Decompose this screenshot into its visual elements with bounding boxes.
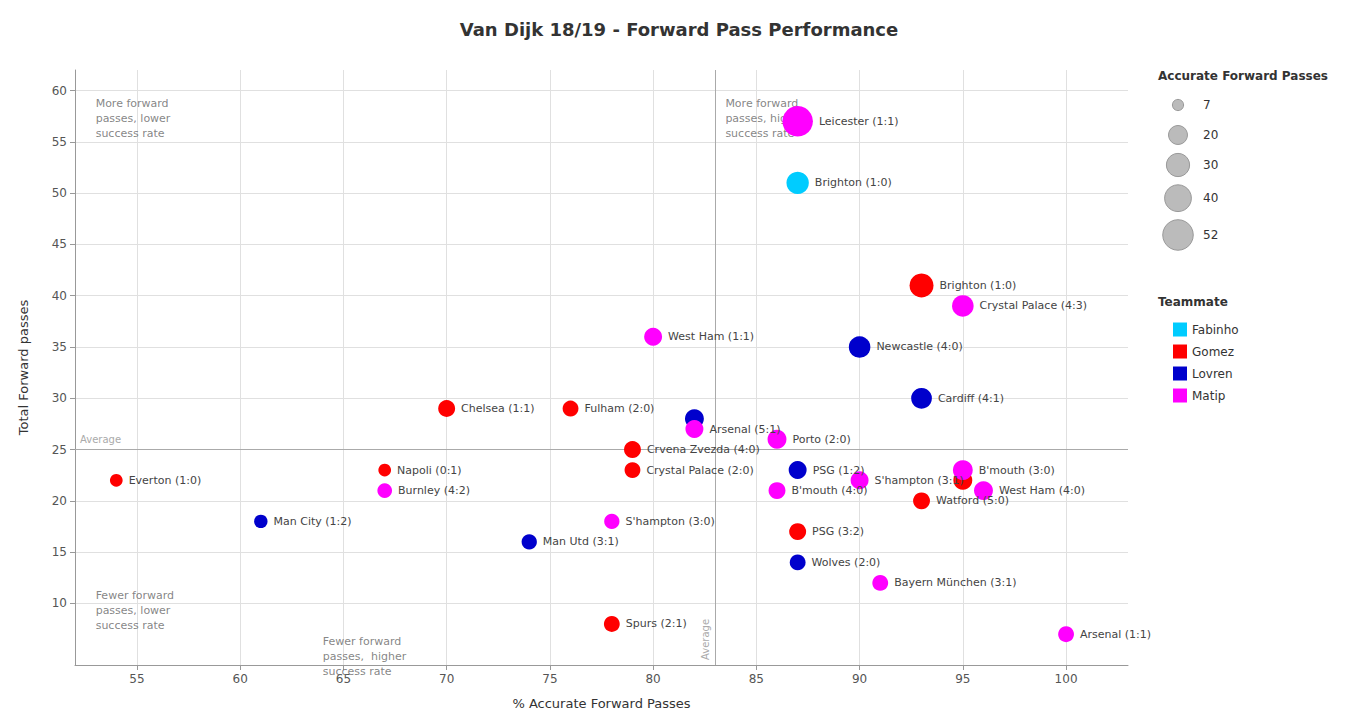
svg-text:Average: Average: [700, 619, 711, 660]
svg-text:52: 52: [1203, 228, 1218, 242]
svg-text:passes, lower: passes, lower: [96, 604, 171, 617]
svg-text:passes, higher: passes, higher: [323, 650, 407, 663]
svg-text:50: 50: [52, 186, 67, 200]
svg-text:success rate: success rate: [96, 127, 165, 140]
svg-text:20: 20: [52, 494, 67, 508]
svg-text:B'mouth (4:0): B'mouth (4:0): [791, 484, 867, 497]
svg-text:30: 30: [1203, 158, 1218, 172]
svg-text:60: 60: [52, 84, 67, 98]
svg-text:40: 40: [1203, 191, 1218, 205]
svg-text:Lovren: Lovren: [1192, 367, 1233, 381]
svg-text:Wolves (2:0): Wolves (2:0): [812, 556, 881, 569]
svg-text:PSG (3:2): PSG (3:2): [812, 525, 864, 538]
svg-text:Chelsea (1:1): Chelsea (1:1): [461, 402, 535, 415]
svg-text:Burnley (4:2): Burnley (4:2): [398, 484, 470, 497]
svg-text:Bayern München (3:1): Bayern München (3:1): [894, 576, 1016, 589]
svg-text:West Ham (1:1): West Ham (1:1): [668, 330, 754, 343]
svg-text:90: 90: [852, 672, 867, 686]
svg-text:80: 80: [645, 672, 660, 686]
svg-text:passes, higher: passes, higher: [725, 111, 806, 125]
svg-text:45: 45: [52, 237, 67, 251]
svg-text:Fewer forward: Fewer forward: [96, 589, 174, 602]
svg-text:Man City (1:2): Man City (1:2): [274, 515, 352, 528]
svg-text:70: 70: [439, 672, 454, 686]
svg-text:Gomez: Gomez: [1192, 345, 1234, 359]
svg-text:Fewer forward: Fewer forward: [323, 635, 401, 648]
svg-text:40: 40: [52, 289, 67, 303]
svg-text:Teammate: Teammate: [1158, 295, 1228, 309]
svg-text:15: 15: [52, 545, 67, 559]
svg-text:Fabinho: Fabinho: [1192, 323, 1239, 337]
svg-text:Brighton (1:0): Brighton (1:0): [815, 176, 892, 189]
svg-text:25: 25: [52, 443, 67, 457]
svg-text:success rate: success rate: [725, 127, 794, 140]
svg-text:10: 10: [52, 596, 67, 610]
svg-text:success rate: success rate: [96, 619, 165, 632]
svg-text:55: 55: [129, 672, 144, 686]
svg-text:Crystal Palace (4:3): Crystal Palace (4:3): [980, 299, 1087, 312]
svg-text:PSG (1:2): PSG (1:2): [813, 464, 865, 477]
svg-text:S'hampton (3:1): S'hampton (3:1): [875, 474, 964, 487]
svg-text:Arsenal (1:1): Arsenal (1:1): [1080, 628, 1151, 641]
svg-text:Spurs (2:1): Spurs (2:1): [626, 617, 687, 630]
svg-text:Average: Average: [80, 434, 121, 445]
svg-text:Newcastle (4:0): Newcastle (4:0): [876, 340, 962, 353]
svg-text:Watford (5:0): Watford (5:0): [936, 494, 1009, 508]
svg-text:S'hampton (3:0): S'hampton (3:0): [625, 515, 714, 528]
svg-text:Everton (1:0): Everton (1:0): [129, 474, 202, 487]
svg-text:30: 30: [52, 391, 67, 405]
svg-text:7: 7: [1203, 98, 1211, 112]
svg-text:More forward: More forward: [96, 97, 169, 110]
svg-text:Total Forward passes: Total Forward passes: [16, 300, 31, 437]
svg-text:55: 55: [52, 135, 67, 149]
svg-text:Brighton (1:0): Brighton (1:0): [940, 279, 1017, 292]
svg-text:success rate: success rate: [323, 665, 392, 678]
svg-text:60: 60: [233, 672, 248, 686]
svg-text:Crystal Palace (2:0): Crystal Palace (2:0): [646, 464, 753, 477]
svg-text:Crvena Zvezda (4:0): Crvena Zvezda (4:0): [647, 443, 760, 456]
svg-text:Napoli (0:1): Napoli (0:1): [397, 464, 462, 477]
svg-text:85: 85: [749, 672, 764, 686]
svg-text:95: 95: [955, 672, 970, 686]
svg-text:B'mouth (3:0): B'mouth (3:0): [979, 464, 1055, 477]
svg-text:100: 100: [1055, 672, 1078, 686]
svg-text:20: 20: [1203, 128, 1218, 142]
svg-text:35: 35: [52, 340, 67, 354]
svg-text:Matip: Matip: [1192, 389, 1225, 403]
svg-text:Porto (2:0): Porto (2:0): [792, 433, 850, 446]
svg-text:Cardiff (4:1): Cardiff (4:1): [938, 392, 1004, 405]
svg-text:More forward: More forward: [725, 97, 798, 110]
svg-text:Accurate Forward Passes: Accurate Forward Passes: [1158, 69, 1328, 83]
svg-text:Arsenal (5:1): Arsenal (5:1): [709, 423, 780, 436]
svg-text:passes, lower: passes, lower: [96, 112, 171, 125]
svg-text:65: 65: [335, 672, 352, 686]
svg-text:Leicester (1:1): Leicester (1:1): [819, 115, 899, 128]
svg-text:Van Dijk 18/19 - Forward Pass: Van Dijk 18/19 - Forward Pass Performanc…: [460, 19, 898, 40]
svg-text:Fulham (2:0): Fulham (2:0): [584, 402, 654, 415]
svg-text:75: 75: [542, 672, 557, 686]
svg-text:West Ham (4:0): West Ham (4:0): [999, 484, 1085, 497]
svg-text:Man Utd (3:1): Man Utd (3:1): [543, 535, 619, 548]
svg-text:% Accurate Forward Passes: % Accurate Forward Passes: [512, 696, 690, 711]
